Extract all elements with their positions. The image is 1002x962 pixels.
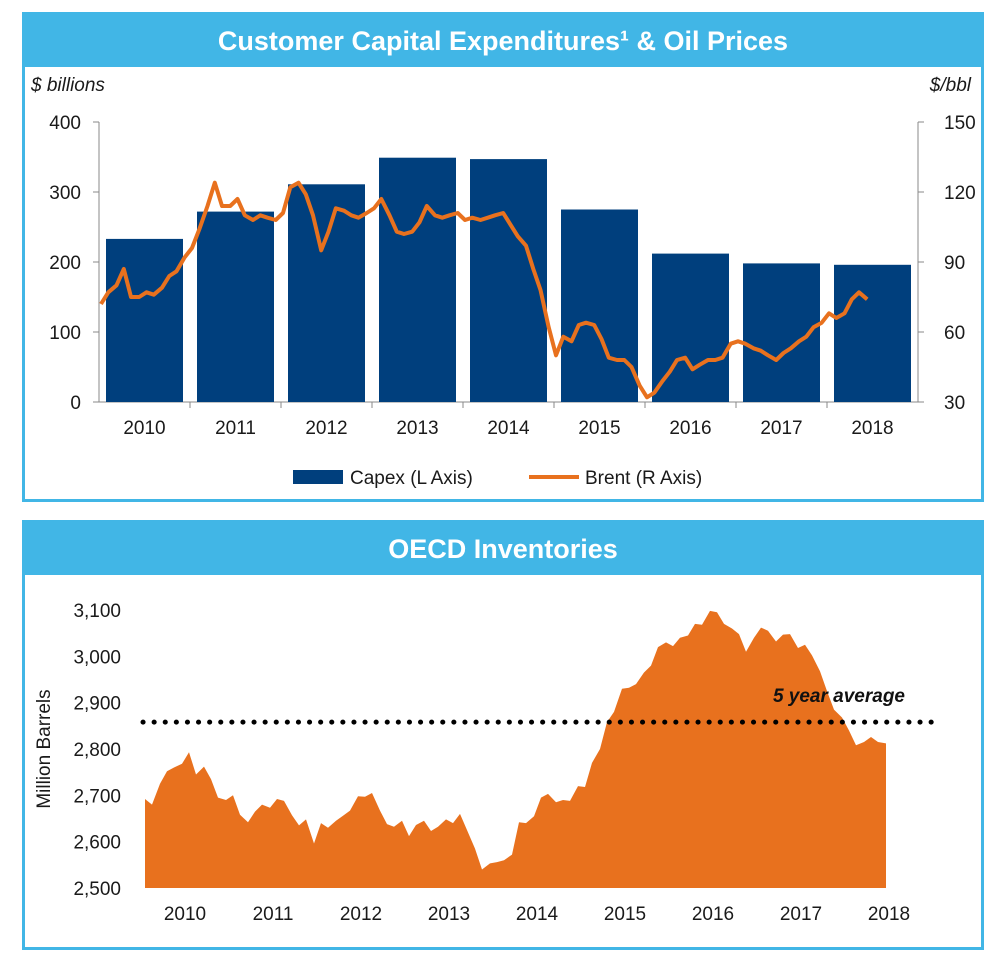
x-tick-label: 2010 (123, 418, 165, 439)
left-tick-label: 400 (49, 113, 81, 134)
y-tick-label: 2,700 (73, 786, 121, 807)
x-tick-label: 2017 (760, 418, 802, 439)
inventory-area (145, 610, 886, 888)
y-tick-label: 2,900 (73, 694, 121, 715)
x-tick-label: 2016 (669, 418, 711, 439)
capex-bar (834, 264, 911, 402)
capex-bar (197, 211, 274, 402)
x-tick-label: 2014 (516, 904, 559, 925)
x-tick-label: 2013 (396, 418, 438, 439)
inventories-chart: Million Barrels 2,500 2,600 2,700 2,800 2,900… (34, 601, 940, 925)
right-tick-label: 150 (944, 113, 976, 134)
capex-legend-label: Capex (L Axis) (350, 468, 473, 489)
capex-bar (379, 157, 456, 402)
left-tick-label: 0 (70, 393, 81, 414)
y-tick-label: 2,600 (73, 833, 121, 854)
x-tick-label: 2017 (780, 904, 822, 925)
y-tick-label: 2,800 (73, 740, 121, 761)
y-axis-label: Million Barrels (34, 689, 55, 808)
capex-bar (561, 209, 638, 402)
left-tick-label: 300 (49, 183, 81, 204)
brent-legend-label: Brent (R Axis) (585, 468, 702, 489)
x-tick-label: 2011 (253, 904, 294, 925)
capex-brent-chart: $ billions $/bbl 0 100 200 300 400 30 60 90 120 150… (30, 75, 976, 489)
y-tick-label: 3,000 (73, 647, 121, 668)
capex-legend-swatch (293, 470, 343, 484)
five-year-average-label: 5 year average (773, 686, 905, 707)
brent-line (99, 180, 869, 400)
x-tick-label: 2013 (428, 904, 470, 925)
capex-bar (470, 159, 547, 402)
x-tick-label: 2010 (164, 904, 206, 925)
right-tick-label: 90 (944, 253, 965, 274)
x-tick-label: 2012 (340, 904, 382, 925)
capex-oil-panel: Customer Capital Expenditures¹ & Oil Pri… (22, 12, 984, 502)
x-tick-label: 2012 (305, 418, 347, 439)
right-axis-unit: $/bbl (929, 75, 972, 96)
capex-bar (106, 238, 183, 402)
capex-bar (288, 184, 365, 402)
x-tick-label: 2016 (692, 904, 734, 925)
x-tick-label: 2014 (487, 418, 530, 439)
right-tick-label: 120 (944, 183, 976, 204)
right-tick-label: 30 (944, 393, 965, 414)
left-tick-label: 200 (49, 253, 81, 274)
x-tick-label: 2015 (578, 418, 620, 439)
left-tick-label: 100 (49, 323, 81, 344)
right-tick-label: 60 (944, 323, 965, 344)
y-tick-label: 2,500 (73, 879, 121, 900)
y-tick-label: 3,100 (73, 601, 121, 622)
capex-chart-title: Customer Capital Expenditures¹ & Oil Pri… (25, 15, 981, 67)
x-tick-label: 2018 (868, 904, 910, 925)
x-tick-label: 2018 (851, 418, 893, 439)
inventories-chart-title: OECD Inventories (25, 523, 981, 575)
oecd-inventories-panel: OECD Inventories Million Barrels 2,500 2,6… (22, 520, 984, 950)
x-tick-label: 2011 (215, 418, 256, 439)
left-axis-unit: $ billions (30, 75, 105, 96)
x-tick-label: 2015 (604, 904, 646, 925)
